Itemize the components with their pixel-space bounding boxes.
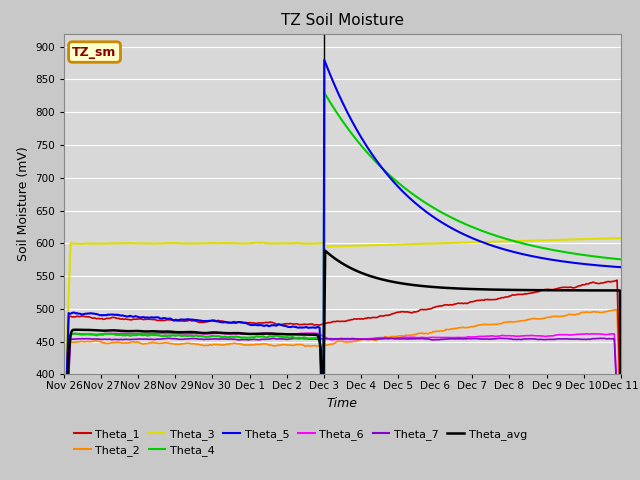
Theta_2 <box>612 307 620 312</box>
Theta_1 <box>60 473 68 479</box>
Theta_2 <box>479 322 487 327</box>
Theta_4 <box>312 335 320 341</box>
Theta_7 <box>479 336 487 342</box>
Theta_1 <box>204 319 211 324</box>
Theta_3 <box>479 239 487 245</box>
Theta_3 <box>388 242 396 248</box>
Theta_3 <box>312 240 320 246</box>
Theta_4 <box>321 90 328 96</box>
Theta_4 <box>204 334 211 339</box>
Line: Theta_2: Theta_2 <box>64 310 621 480</box>
Theta_6 <box>60 472 68 478</box>
Theta_1 <box>159 317 166 323</box>
Theta_5 <box>617 264 625 270</box>
X-axis label: Time: Time <box>327 397 358 410</box>
Theta_7 <box>617 475 625 480</box>
Theta_5 <box>389 178 397 184</box>
Theta_2 <box>312 343 320 348</box>
Theta_7 <box>432 337 440 343</box>
Theta_2 <box>388 334 396 339</box>
Theta_4 <box>159 333 166 339</box>
Theta_2 <box>159 340 166 346</box>
Theta_5 <box>321 57 328 63</box>
Theta_5 <box>480 240 488 246</box>
Line: Theta_avg: Theta_avg <box>64 251 621 480</box>
Theta_1 <box>388 311 396 317</box>
Theta_1 <box>432 304 440 310</box>
Theta_avg <box>159 329 166 335</box>
Line: Theta_1: Theta_1 <box>64 280 621 476</box>
Legend: Theta_1, Theta_2, Theta_3, Theta_4, Theta_5, Theta_6, Theta_7, Theta_avg: Theta_1, Theta_2, Theta_3, Theta_4, Thet… <box>70 424 531 460</box>
Theta_5 <box>433 216 440 222</box>
Theta_5 <box>312 325 320 331</box>
Theta_7 <box>496 336 504 341</box>
Theta_5 <box>60 472 68 478</box>
Line: Theta_7: Theta_7 <box>64 338 621 478</box>
Theta_1 <box>312 322 320 327</box>
Text: TZ_sm: TZ_sm <box>72 46 116 59</box>
Theta_1 <box>479 297 487 303</box>
Theta_6 <box>313 330 321 336</box>
Theta_avg <box>204 330 211 336</box>
Theta_avg <box>389 279 397 285</box>
Theta_5 <box>159 315 166 321</box>
Theta_avg <box>480 287 488 292</box>
Theta_6 <box>480 334 488 339</box>
Theta_7 <box>312 336 320 342</box>
Theta_2 <box>204 343 211 348</box>
Theta_4 <box>480 229 488 235</box>
Theta_6 <box>159 331 166 336</box>
Theta_3 <box>432 240 440 246</box>
Line: Theta_4: Theta_4 <box>64 93 621 480</box>
Theta_avg <box>617 403 625 408</box>
Theta_6 <box>204 331 211 336</box>
Theta_3 <box>159 240 166 246</box>
Line: Theta_6: Theta_6 <box>64 333 621 475</box>
Theta_7 <box>60 475 68 480</box>
Theta_2 <box>432 328 440 334</box>
Y-axis label: Soil Moisture (mV): Soil Moisture (mV) <box>17 146 29 262</box>
Theta_3 <box>617 235 625 241</box>
Theta_avg <box>312 332 320 337</box>
Title: TZ Soil Moisture: TZ Soil Moisture <box>281 13 404 28</box>
Theta_6 <box>311 330 319 336</box>
Theta_6 <box>389 335 397 341</box>
Theta_7 <box>204 336 211 342</box>
Theta_2 <box>617 437 625 443</box>
Line: Theta_5: Theta_5 <box>64 60 621 475</box>
Line: Theta_3: Theta_3 <box>64 238 621 427</box>
Theta_3 <box>204 240 211 246</box>
Theta_1 <box>613 277 621 283</box>
Theta_4 <box>433 207 440 213</box>
Theta_5 <box>204 318 211 324</box>
Theta_1 <box>617 420 625 425</box>
Theta_avg <box>321 248 329 253</box>
Theta_3 <box>60 424 68 430</box>
Theta_6 <box>617 472 625 478</box>
Theta_avg <box>433 284 440 290</box>
Theta_4 <box>389 176 397 181</box>
Theta_7 <box>388 336 396 341</box>
Theta_4 <box>617 256 625 262</box>
Theta_7 <box>159 336 166 342</box>
Theta_6 <box>433 335 440 340</box>
